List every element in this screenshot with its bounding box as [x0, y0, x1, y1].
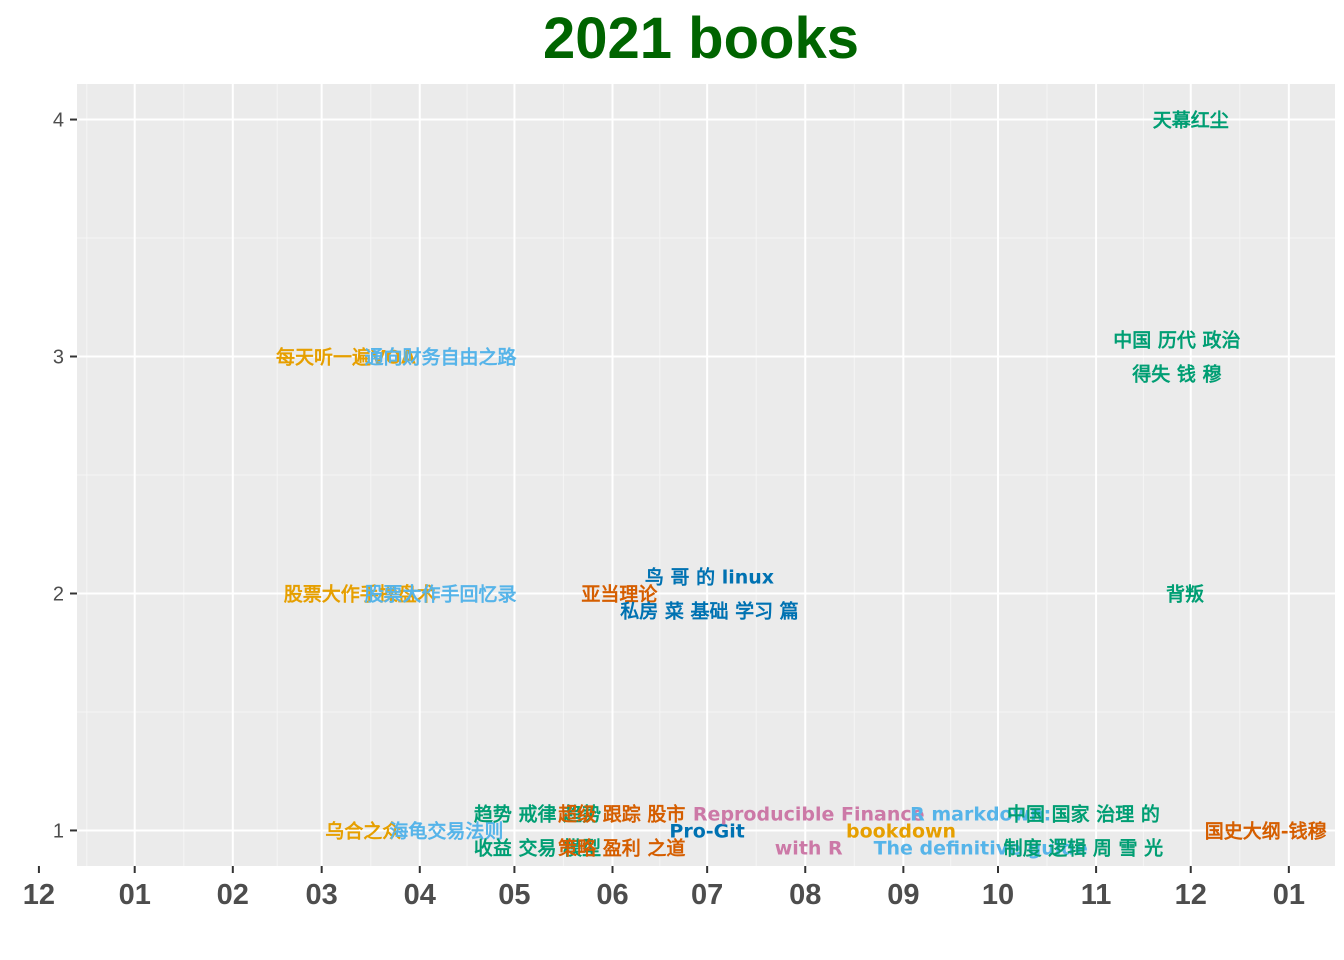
book-label-line: The definitive guide: [874, 837, 1088, 859]
x-tick-label: 03: [306, 879, 338, 911]
book-label-line: 背叛: [1166, 582, 1204, 605]
book-label: 股票大作手操盘术: [284, 582, 436, 605]
book-label-line: 制度 逻辑 周 雪 光: [1004, 836, 1163, 859]
book-label: 天幕红尘: [1153, 109, 1229, 132]
book-label: R markdown: The definitive guide: [874, 803, 1088, 859]
x-tick-label: 01: [1273, 879, 1305, 911]
book-label-line: 海龟交易法则: [389, 819, 503, 842]
y-tick-label: 2: [53, 583, 64, 605]
x-axis: 12 01 02 03 04 05 06 07 08 09 10 11 12 01: [23, 866, 1305, 911]
book-label-line: 股票大作手操盘术: [284, 582, 436, 605]
y-tick-label: 4: [53, 110, 64, 132]
book-label-line: Reproducible Finance: [693, 803, 925, 825]
book-label-line: 鸟 哥 的 linux: [645, 565, 774, 588]
book-label: 乌合之众: [325, 819, 401, 842]
book-label-line: 超级 跟踪 股市: [557, 802, 685, 825]
x-tick-label: 10: [982, 879, 1014, 911]
x-tick-label: 01: [119, 879, 151, 911]
book-label-line: Pro-Git: [669, 820, 744, 842]
book-label-line: bookdown: [846, 820, 956, 842]
book-label: 国史大纲-钱穆: [1205, 819, 1327, 842]
x-tick-label: 07: [691, 879, 723, 911]
book-label: 中国 历代 政治得失 钱 穆: [1113, 329, 1240, 386]
x-tick-label: 02: [217, 879, 249, 911]
book-label: 每天听一遍VOA: [276, 346, 416, 369]
book-label-line: 亚当理论: [581, 582, 658, 605]
book-label-line: 国史大纲-钱穆: [1205, 819, 1327, 842]
x-tick-label: 12: [23, 879, 55, 911]
x-tick-label: 06: [596, 879, 628, 911]
book-label-line: 股票大作手回忆录: [365, 582, 517, 605]
book-label: 股票大作手回忆录: [365, 582, 517, 605]
book-label: 超级 跟踪 股市策略 盈利 之道: [557, 802, 685, 859]
book-label: bookdown: [846, 820, 956, 842]
y-tick-label: 3: [53, 347, 64, 369]
book-label-line: 通向财务自由之路: [365, 346, 518, 369]
book-label-line: 天幕红尘: [1153, 109, 1229, 132]
book-label: 海龟交易法则: [389, 819, 503, 842]
book-label: 中国 国家 治理 的制度 逻辑 周 雪 光: [1004, 802, 1163, 859]
book-label-line: 趋势 戒律 趋势: [474, 802, 601, 825]
book-label-line: 得失 钱 穆: [1131, 363, 1221, 386]
book-label-line: 乌合之众: [325, 819, 401, 842]
x-tick-label: 12: [1175, 879, 1207, 911]
book-label-line: 私房 菜 基础 学习 篇: [620, 599, 798, 622]
book-label: Pro-Git: [669, 820, 744, 842]
book-label: 亚当理论: [581, 582, 658, 605]
major-gridlines: [37, 84, 1335, 866]
book-label-line: 收益 交易 模型: [474, 836, 601, 859]
book-label-line: R markdown:: [910, 803, 1051, 825]
book-label-line: 每天听一遍VOA: [276, 346, 416, 369]
x-tick-label: 11: [1081, 879, 1112, 911]
book-label: 背叛: [1166, 582, 1204, 605]
minor-gridlines: [77, 84, 1335, 866]
y-axis: 1 2 3 4: [53, 110, 77, 842]
x-tick-label: 09: [887, 879, 919, 911]
book-label-line: with R: [775, 837, 843, 859]
book-label-line: 策略 盈利 之道: [558, 836, 685, 859]
book-label-line: 中国 历代 政治: [1113, 329, 1240, 352]
y-tick-label: 1: [53, 820, 64, 842]
x-tick-label: 05: [498, 879, 530, 911]
x-tick-label: 04: [404, 879, 436, 911]
book-label: 鸟 哥 的 linux 私房 菜 基础 学习 篇: [620, 565, 798, 622]
book-label: 通向财务自由之路: [365, 346, 518, 369]
book-label: Reproducible Finance with R: [693, 803, 925, 859]
chart-title: 2021 books: [543, 6, 859, 71]
book-label-line: 中国 国家 治理 的: [1007, 802, 1160, 825]
book-label: 趋势 戒律 趋势收益 交易 模型: [474, 802, 601, 859]
x-tick-label: 08: [789, 879, 821, 911]
